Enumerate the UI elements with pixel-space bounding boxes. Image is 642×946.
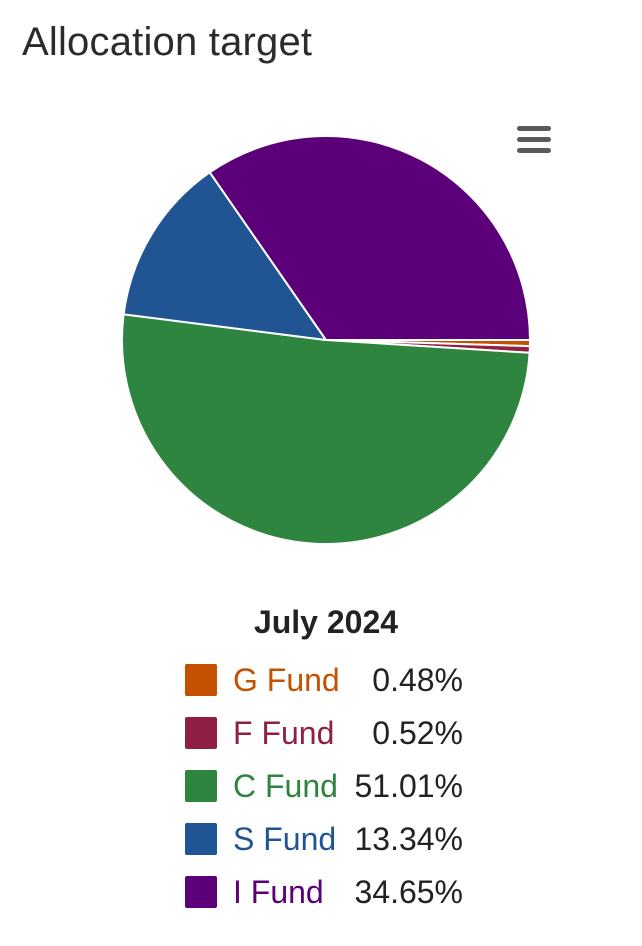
legend-item-s-fund[interactable]: S Fund 13.34% <box>185 819 485 872</box>
legend-value: 0.52% <box>372 715 463 751</box>
hamburger-menu-icon <box>517 126 551 131</box>
legend-item-c-fund[interactable]: C Fund 51.01% <box>185 766 485 819</box>
legend-swatch <box>185 664 217 696</box>
legend-swatch <box>185 876 217 908</box>
pie-slice-s-fund[interactable] <box>122 171 327 341</box>
page-title: Allocation target <box>22 20 313 64</box>
hamburger-menu-icon-bar <box>517 137 551 142</box>
legend-value: 13.34% <box>354 821 463 857</box>
legend-label: G Fund <box>233 662 340 698</box>
legend-label: F Fund <box>233 715 335 751</box>
hamburger-menu-icon-bar <box>517 148 551 153</box>
legend-value: 51.01% <box>354 768 463 804</box>
legend-item-g-fund[interactable]: G Fund 0.48% <box>185 660 485 713</box>
legend-value: 34.65% <box>354 874 463 910</box>
pie-slice-i-fund[interactable] <box>208 135 531 341</box>
legend-swatch <box>185 770 217 802</box>
legend-item-i-fund[interactable]: I Fund 34.65% <box>185 872 485 925</box>
legend-label: C Fund <box>233 768 338 804</box>
legend-item-f-fund[interactable]: F Fund 0.52% <box>185 713 485 766</box>
pie-slice-c-fund[interactable] <box>121 313 531 546</box>
pie-chart <box>121 135 531 546</box>
legend-swatch <box>185 823 217 855</box>
legend: G Fund 0.48% F Fund 0.52% C Fund 51.01% S Fund… <box>185 660 485 925</box>
legend-title: July 2024 <box>253 604 399 640</box>
chart-menu-button[interactable] <box>514 124 554 156</box>
legend-swatch <box>185 717 217 749</box>
legend-value: 0.48% <box>372 662 463 698</box>
legend-label: S Fund <box>233 821 337 857</box>
legend-label: I Fund <box>233 874 324 910</box>
